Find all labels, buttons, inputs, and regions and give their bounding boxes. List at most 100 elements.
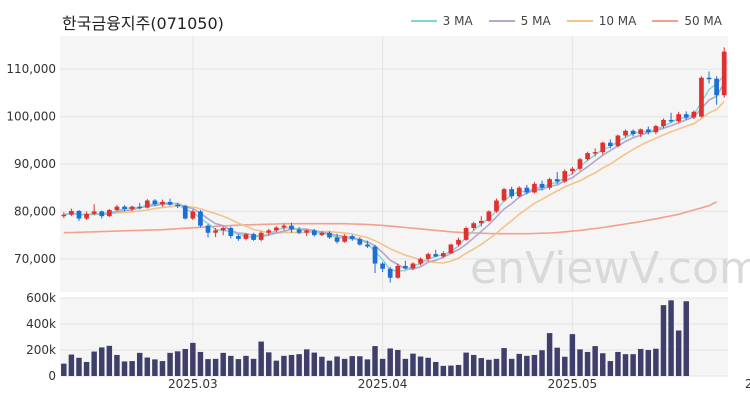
volume-tick-label: 0 xyxy=(48,369,56,383)
volume-bar xyxy=(440,365,447,376)
volume-bar xyxy=(303,349,310,376)
candle-body xyxy=(524,187,530,193)
volume-bar xyxy=(577,349,583,376)
volume-bar xyxy=(683,301,689,376)
candle-body xyxy=(137,206,143,209)
candle-body xyxy=(600,142,606,153)
candle-body xyxy=(152,200,158,205)
candle-body xyxy=(448,244,454,254)
legend-item-50ma: 50 MA xyxy=(652,14,722,28)
volume-bar xyxy=(106,345,113,376)
candle-body xyxy=(683,114,689,118)
volume-bar xyxy=(250,358,257,376)
candle-body xyxy=(577,159,583,169)
volume-bar xyxy=(493,358,500,376)
volume-bar xyxy=(410,353,416,376)
date-tick-label: 2025.04 xyxy=(358,377,408,391)
volume-bar xyxy=(486,359,492,376)
volume-bar xyxy=(455,364,462,376)
volume-bar-layer xyxy=(61,300,689,376)
candle-body xyxy=(99,211,105,217)
candle-body xyxy=(691,111,697,118)
candle-body xyxy=(494,200,499,212)
candle-body xyxy=(190,211,196,219)
volume-bar xyxy=(167,352,173,376)
volume-bar xyxy=(152,359,158,376)
volume-bar xyxy=(478,358,485,376)
candle-body xyxy=(471,223,477,228)
candle-body xyxy=(304,230,310,233)
volume-bar xyxy=(387,348,393,376)
candle-body xyxy=(403,265,408,269)
candle-body xyxy=(623,130,628,136)
candle-body xyxy=(372,246,378,264)
candle-body xyxy=(84,213,89,219)
volume-bar xyxy=(448,365,454,376)
candle-body xyxy=(334,237,340,242)
candle-body xyxy=(319,232,325,236)
volume-bar xyxy=(372,346,378,376)
chart-title: 한국금융지주(071050) xyxy=(62,14,224,33)
volume-bar xyxy=(190,342,196,376)
candle-body xyxy=(501,189,507,201)
candle-body xyxy=(592,152,598,154)
candle-body xyxy=(653,126,659,133)
volume-bar xyxy=(212,358,219,376)
volume-bar xyxy=(235,359,242,376)
volume-bar xyxy=(311,352,318,376)
candle-body xyxy=(175,204,181,207)
volume-bar xyxy=(645,350,652,376)
volume-bar xyxy=(121,361,128,376)
price-tick-label: 70,000 xyxy=(14,252,56,266)
candle-body xyxy=(106,209,112,217)
volume-bar xyxy=(341,358,348,376)
volume-bar xyxy=(630,354,636,376)
volume-bar xyxy=(243,355,249,376)
legend-swatch-5ma xyxy=(488,20,515,22)
volume-bar xyxy=(501,348,507,376)
volume-tick-label: 400k xyxy=(26,317,56,331)
volume-bar xyxy=(653,348,659,376)
volume-bar xyxy=(182,348,188,376)
candle-body xyxy=(585,153,590,160)
candle-body xyxy=(182,205,188,219)
candle-body xyxy=(349,236,355,239)
volume-bar xyxy=(68,354,75,376)
volume-bar xyxy=(288,354,295,376)
candle-body xyxy=(243,234,249,239)
candle-body xyxy=(478,220,484,224)
candle-body xyxy=(463,228,469,240)
volume-bar xyxy=(197,351,204,376)
volume-bar xyxy=(433,361,439,376)
candle-body xyxy=(213,230,218,233)
legend-swatch-3ma xyxy=(410,20,437,22)
volume-bar xyxy=(637,348,644,376)
candle-body xyxy=(122,206,127,210)
legend-item-3ma: 3 MA xyxy=(410,14,473,28)
volume-bar xyxy=(600,353,606,376)
legend-label-5ma: 5 MA xyxy=(520,14,551,28)
price-tick-label: 90,000 xyxy=(14,157,56,171)
volume-bar xyxy=(159,361,166,376)
candle-body xyxy=(486,211,492,221)
volume-bar xyxy=(266,352,272,376)
candle-body xyxy=(144,200,150,208)
volume-bar xyxy=(273,360,280,376)
candle-body xyxy=(615,135,621,146)
volume-bar xyxy=(61,363,67,376)
candle-body xyxy=(296,229,302,233)
legend-label-3ma: 3 MA xyxy=(442,14,473,28)
volume-bar xyxy=(136,352,143,376)
candle-body xyxy=(281,225,287,228)
candle-body xyxy=(554,179,560,182)
ma50-line xyxy=(63,201,717,235)
axis-label-layer: 70,000 80,000 90,000 100,000 110,000 0 200k 400… xyxy=(6,62,750,391)
volume-bar xyxy=(220,352,226,376)
candle-body xyxy=(365,244,370,247)
volume-bar xyxy=(402,358,409,376)
volume-bar xyxy=(675,330,682,376)
legend-label-10ma: 10 MA xyxy=(598,14,637,28)
volume-bar xyxy=(228,355,234,376)
volume-bar xyxy=(174,351,181,376)
